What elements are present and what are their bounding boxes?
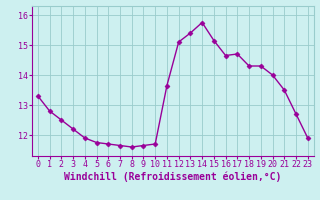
X-axis label: Windchill (Refroidissement éolien,°C): Windchill (Refroidissement éolien,°C) <box>64 172 282 182</box>
